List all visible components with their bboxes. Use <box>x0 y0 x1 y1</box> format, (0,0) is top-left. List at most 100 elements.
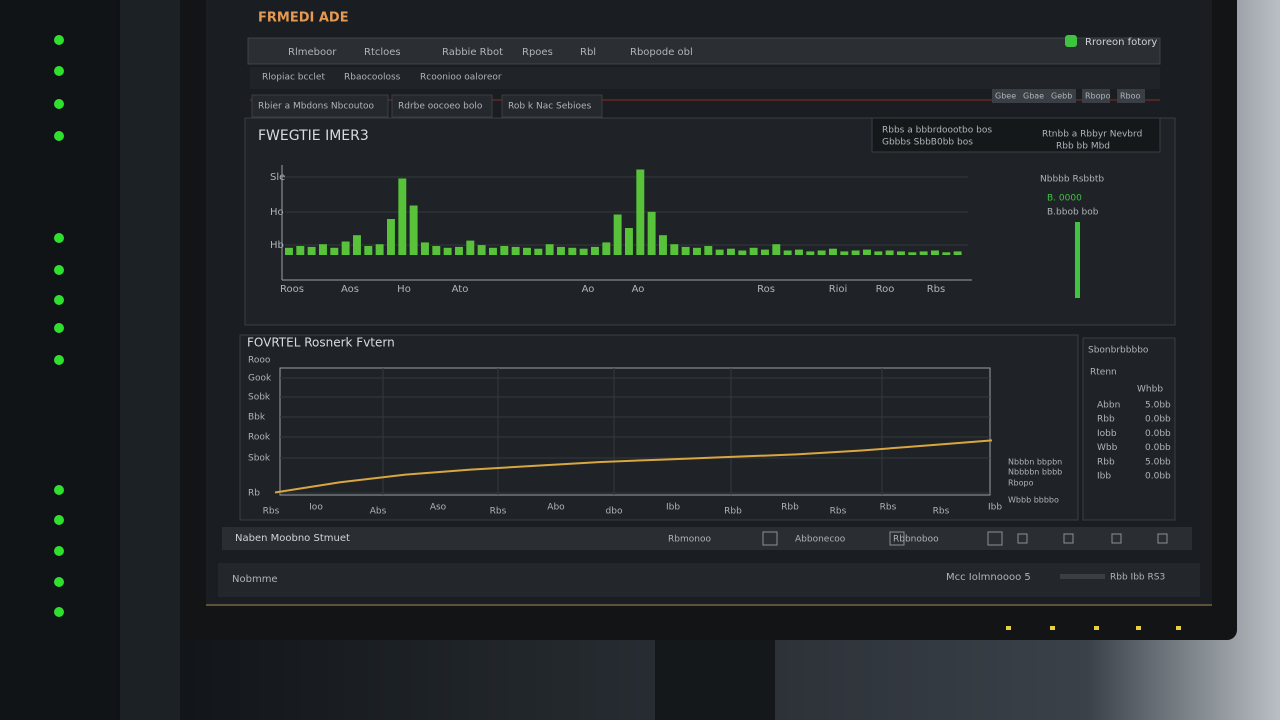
bar <box>432 246 441 255</box>
status-bar <box>222 527 1192 550</box>
table-cell: Rbb <box>1097 457 1115 467</box>
tab[interactable]: Rabbie Rbot <box>442 47 503 58</box>
footer-text: Mcc Iolmnoooo 5 <box>946 572 1031 583</box>
y-label: Bbk <box>248 413 266 423</box>
tab[interactable]: Rpoes <box>522 47 553 58</box>
filter-box <box>391 94 493 118</box>
bar <box>851 250 860 255</box>
toolbar-button-label[interactable]: Gebb <box>1051 92 1072 101</box>
toolbar-button <box>992 89 1020 103</box>
status-item[interactable]: Rbmonoo <box>668 535 711 545</box>
side-value: B.bbob bob <box>1047 208 1099 218</box>
bar <box>681 246 690 255</box>
subtab[interactable]: Rcoonioo oaloreor <box>420 73 502 83</box>
y-label: Rooo <box>248 356 271 366</box>
filter[interactable]: Rdrbe oocoeo bolo <box>398 102 483 112</box>
bar <box>636 169 645 255</box>
x-label: Ibb <box>666 503 680 513</box>
tab[interactable]: Rtcloes <box>364 47 401 58</box>
info-text: Rtnbb a Rbbyr Nevbrd <box>1042 130 1142 140</box>
bar <box>693 247 701 255</box>
x-label: Roo <box>876 284 895 295</box>
toolbar-button-label[interactable]: Gbee <box>995 92 1016 101</box>
status-item[interactable]: Rbbnoboo <box>893 535 939 545</box>
bar <box>307 246 316 255</box>
bar <box>421 242 429 255</box>
bar <box>477 245 486 255</box>
bar <box>341 241 350 255</box>
status-icon <box>762 531 778 546</box>
bar <box>591 246 599 255</box>
rack-leds <box>54 35 64 617</box>
subtab[interactable]: Rlopiac bcclet <box>262 73 325 83</box>
x-label: Ioo <box>309 503 323 513</box>
x-label: Abo <box>547 503 565 513</box>
table-header: Whbb <box>1137 385 1163 395</box>
x-label: Ibb <box>988 503 1002 513</box>
toolbar-button-label[interactable]: Rbopo <box>1085 92 1111 101</box>
x-label: Rbs <box>880 503 897 513</box>
bar <box>364 246 373 255</box>
bar <box>783 250 792 255</box>
table-cell: 0.0bb <box>1145 472 1171 482</box>
filter[interactable]: Rbier a Mbdons Nbcoutoo <box>258 102 375 112</box>
x-label: Rbs <box>927 284 946 295</box>
tab[interactable]: Rbopode obl <box>630 47 693 58</box>
bar <box>829 248 837 255</box>
bar <box>897 251 905 255</box>
status-item[interactable]: Abbonecoo <box>795 535 846 545</box>
x-label: Ros <box>757 284 775 295</box>
bar <box>511 246 520 255</box>
info-box <box>871 117 1161 153</box>
line-series <box>274 439 993 494</box>
tab-bar <box>247 37 1161 65</box>
gauge <box>1075 222 1080 298</box>
x-label: Ato <box>452 284 469 295</box>
status-icon <box>987 531 1003 546</box>
bar <box>715 249 724 255</box>
bar <box>353 235 361 255</box>
bar <box>602 242 611 255</box>
x-label: Rbs <box>830 507 847 517</box>
y-label: Gook <box>248 374 272 384</box>
tab[interactable]: Rlmeboor <box>288 47 337 58</box>
bar <box>557 246 565 255</box>
filter[interactable]: Rob k Nac Sebioes <box>508 102 592 112</box>
info-text: Rbb bb Mbd <box>1056 142 1110 152</box>
bar <box>398 178 407 255</box>
toolbar-button-label[interactable]: Rboo <box>1120 92 1141 101</box>
bar <box>738 250 747 255</box>
bar <box>772 244 781 255</box>
status-icon <box>1157 533 1168 544</box>
legend-entry: Nbbbn bbpbn <box>1008 458 1062 467</box>
tab[interactable]: Rbl <box>580 47 596 58</box>
bar <box>931 250 939 255</box>
status-icon <box>889 531 905 546</box>
subtab[interactable]: Rbaocooloss <box>344 73 401 83</box>
bar <box>840 251 849 255</box>
bar <box>670 244 679 255</box>
bar <box>455 246 463 255</box>
toolbar-button-label[interactable]: Gbae <box>1023 92 1044 101</box>
table-cell: 0.0bb <box>1145 415 1171 425</box>
bar <box>330 247 339 255</box>
panel-title: FOVRTEL Rosnerk Fvtern <box>247 336 395 350</box>
x-label: Rbb <box>724 507 742 517</box>
bar <box>466 240 475 255</box>
table-cell: Rbb <box>1097 415 1115 425</box>
bezel-lights <box>1006 626 1181 630</box>
bar <box>727 248 735 255</box>
legend-entry: Nbbbbn bbbb <box>1008 468 1062 477</box>
y-label: Sobk <box>248 393 271 403</box>
x-label: Aso <box>430 503 447 513</box>
subtab-bar <box>250 67 1160 89</box>
status-text: Naben Moobno Stmuet <box>235 533 350 544</box>
bar <box>613 214 622 255</box>
table-title: Sbonbrbbbbo <box>1088 346 1149 356</box>
bar <box>443 247 452 255</box>
info-text: Rbbs a bbbrdoootbo bos <box>882 126 992 136</box>
x-label: Abs <box>370 507 387 517</box>
toolbar-button <box>1048 89 1076 103</box>
bar <box>500 246 509 255</box>
bar <box>874 251 883 255</box>
